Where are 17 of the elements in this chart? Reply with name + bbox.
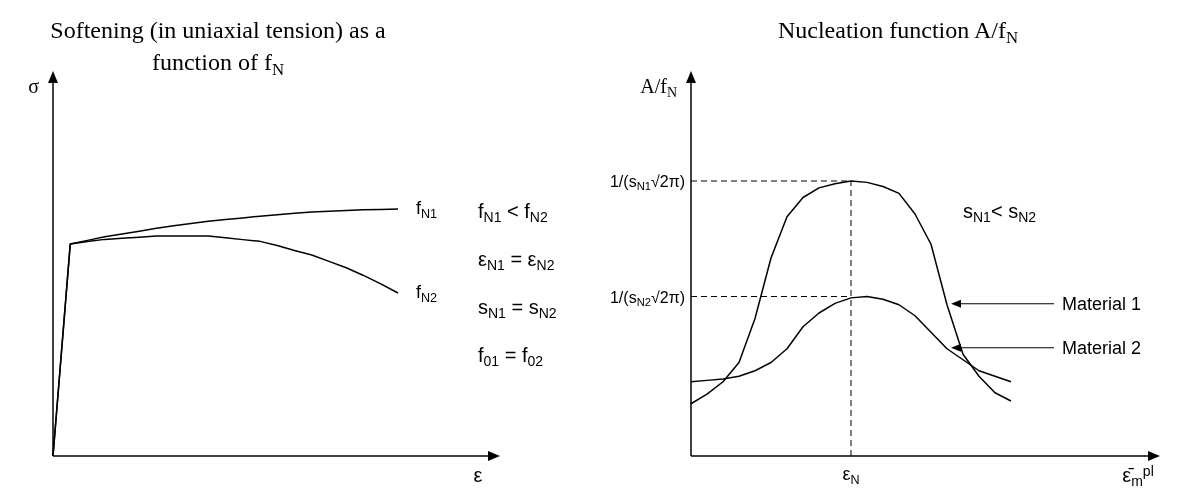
- y-axis-title: A/f$_{N}$: [640, 75, 677, 101]
- annotation: s$_{N1}$< s$_{N2}$: [963, 200, 1037, 226]
- text: ε$_{N}$: [842, 464, 860, 487]
- ref-line-label: 1/(s$_{N1}$√2π): [609, 173, 685, 193]
- text: Material 2: [1062, 337, 1142, 358]
- y-axis-title: σ: [28, 75, 40, 97]
- ref-line-label: 1/(s$_{N2}$√2π): [609, 288, 685, 308]
- series-label: f$_{N1}$: [416, 198, 438, 221]
- series-label: f$_{N2}$: [416, 281, 438, 305]
- text: f$_{N1}$ < f$_{N2}$: [478, 200, 548, 226]
- text: Material 1: [1062, 293, 1142, 314]
- chart-title: Nucleation function A/f$_{N}$: [777, 17, 1019, 48]
- x-axis-title: ε: [473, 464, 483, 486]
- text: f$_{01}$ = f$_{02}$: [478, 344, 544, 370]
- text: ε$_{N1}$ = ε$_{N2}$: [478, 248, 555, 274]
- chart-title: Softening (in uniaxial tension) as a function of f$_{N}$: [50, 17, 386, 80]
- text: s$_{N1}$ = s$_{N2}$: [478, 296, 557, 322]
